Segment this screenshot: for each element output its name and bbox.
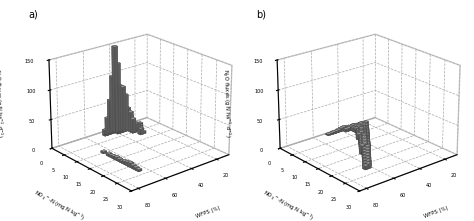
Text: a): a) [28,9,38,19]
Y-axis label: NO$_3$$^-$-N (mg N kg$^{-1}$): NO$_3$$^-$-N (mg N kg$^{-1}$) [261,188,315,221]
X-axis label: WFPS (%): WFPS (%) [195,205,221,219]
X-axis label: WFPS (%): WFPS (%) [423,205,449,219]
Text: b): b) [256,9,266,19]
Y-axis label: NO$_3$$^-$-N (mg N kg$^{-1}$): NO$_3$$^-$-N (mg N kg$^{-1}$) [32,188,87,221]
